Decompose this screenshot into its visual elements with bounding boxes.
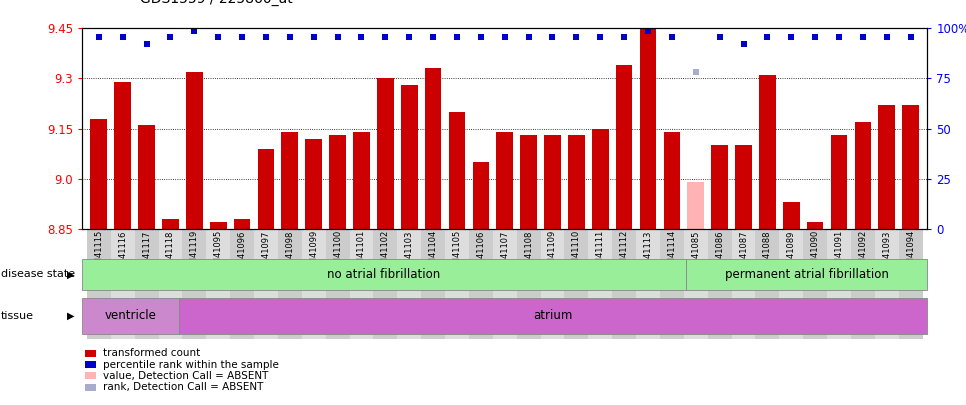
- Text: value, Detection Call = ABSENT: value, Detection Call = ABSENT: [103, 371, 269, 381]
- Bar: [421, 229, 445, 339]
- Bar: [377, 79, 394, 229]
- Bar: [735, 145, 752, 229]
- Bar: [326, 229, 350, 339]
- Bar: [448, 112, 466, 229]
- Bar: [517, 229, 541, 339]
- Text: ▶: ▶: [67, 269, 74, 279]
- Bar: [639, 28, 656, 229]
- Bar: [851, 229, 875, 339]
- Bar: [91, 119, 107, 229]
- Bar: [87, 229, 111, 339]
- Bar: [686, 259, 927, 290]
- Bar: [831, 135, 847, 229]
- Bar: [782, 202, 800, 229]
- Bar: [179, 298, 927, 334]
- Text: ventricle: ventricle: [104, 309, 156, 322]
- Bar: [636, 229, 660, 339]
- Bar: [588, 229, 612, 339]
- Bar: [158, 229, 183, 339]
- Bar: [82, 259, 686, 290]
- Bar: [278, 229, 301, 339]
- Bar: [592, 128, 609, 229]
- Bar: [827, 229, 851, 339]
- Bar: [898, 229, 923, 339]
- Bar: [664, 132, 680, 229]
- Bar: [803, 229, 827, 339]
- Bar: [207, 229, 230, 339]
- Bar: [807, 222, 823, 229]
- Text: GDS1559 / 225860_at: GDS1559 / 225860_at: [140, 0, 293, 6]
- Text: rank, Detection Call = ABSENT: rank, Detection Call = ABSENT: [103, 382, 264, 392]
- Bar: [615, 65, 633, 229]
- Bar: [472, 162, 489, 229]
- Text: permanent atrial fibrillation: permanent atrial fibrillation: [724, 268, 889, 281]
- Bar: [162, 219, 179, 229]
- Bar: [568, 135, 584, 229]
- Bar: [780, 229, 803, 339]
- Bar: [708, 229, 731, 339]
- Bar: [234, 219, 250, 229]
- Bar: [183, 229, 207, 339]
- Bar: [612, 229, 636, 339]
- Bar: [875, 229, 898, 339]
- Bar: [111, 229, 134, 339]
- Text: no atrial fibrillation: no atrial fibrillation: [327, 268, 440, 281]
- Text: disease state: disease state: [1, 269, 75, 279]
- Bar: [374, 229, 397, 339]
- Bar: [564, 229, 588, 339]
- Bar: [902, 105, 919, 229]
- Bar: [521, 135, 537, 229]
- Text: ▶: ▶: [67, 311, 74, 321]
- Bar: [350, 229, 374, 339]
- Bar: [469, 229, 493, 339]
- Bar: [493, 229, 517, 339]
- Text: percentile rank within the sample: percentile rank within the sample: [103, 360, 279, 369]
- Bar: [230, 229, 254, 339]
- Bar: [114, 82, 131, 229]
- Bar: [711, 145, 728, 229]
- Bar: [82, 298, 179, 334]
- Bar: [210, 222, 227, 229]
- Bar: [755, 229, 780, 339]
- Bar: [301, 229, 326, 339]
- Bar: [397, 229, 421, 339]
- Bar: [855, 122, 871, 229]
- Bar: [445, 229, 469, 339]
- Bar: [688, 182, 704, 229]
- Bar: [258, 149, 274, 229]
- Bar: [305, 139, 322, 229]
- Bar: [186, 72, 203, 229]
- Bar: [497, 132, 513, 229]
- Bar: [878, 105, 895, 229]
- Bar: [660, 229, 684, 339]
- Bar: [138, 125, 155, 229]
- Text: atrium: atrium: [533, 309, 573, 322]
- Bar: [425, 68, 441, 229]
- Bar: [354, 132, 370, 229]
- Bar: [541, 229, 564, 339]
- Bar: [731, 229, 755, 339]
- Bar: [401, 85, 417, 229]
- Bar: [134, 229, 158, 339]
- Bar: [281, 132, 298, 229]
- Text: tissue: tissue: [1, 311, 34, 321]
- Bar: [544, 135, 561, 229]
- Bar: [329, 135, 346, 229]
- Text: transformed count: transformed count: [103, 348, 201, 358]
- Bar: [254, 229, 278, 339]
- Bar: [759, 75, 776, 229]
- Bar: [684, 229, 708, 339]
